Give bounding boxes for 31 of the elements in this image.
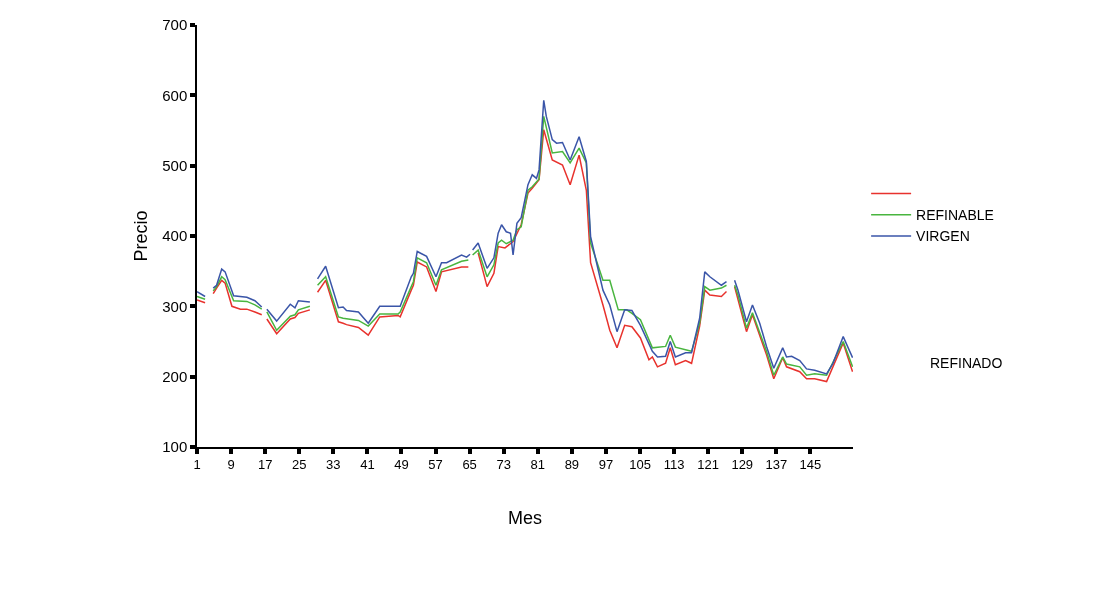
x-axis-title: Mes [507,507,543,528]
x-tick-label: 49 [394,457,409,473]
x-tick-label: 41 [360,457,375,473]
x-tick-label: 137 [765,457,788,473]
x-tick-label: 129 [731,457,754,473]
y-tick-label: 100 [162,438,188,456]
x-tick-label: 121 [697,457,720,473]
x-tick-label: 113 [663,457,685,473]
x-tick-label: 145 [799,457,822,473]
x-tick-label: 73 [496,457,511,473]
y-tick-label: 600 [162,86,188,104]
x-tick-label: 1 [193,457,201,473]
y-tick-label: 500 [162,156,188,174]
x-tick-label: 25 [292,457,307,473]
x-tick-label: 105 [629,457,651,473]
x-tick-label: 9 [227,457,235,473]
text: REFINADO [930,355,1003,371]
y-axis-title: Precio [130,210,151,262]
x-tick-label: 17 [257,457,273,473]
y-tick-label: 700 [162,16,188,34]
legend-label: VIRGEN [916,228,970,245]
x-tick-label: 81 [530,457,546,473]
y-tick-label: 400 [162,227,188,245]
x-tick-label: 65 [462,457,477,473]
x-tick-label: 57 [428,457,443,473]
y-tick-label: 200 [162,367,188,385]
x-tick-label: 33 [326,457,341,473]
legend-label: REFINABLE [916,207,994,224]
x-tick-label: 89 [564,457,580,473]
y-tick-label: 300 [162,297,188,315]
x-tick-label: 97 [598,457,614,473]
